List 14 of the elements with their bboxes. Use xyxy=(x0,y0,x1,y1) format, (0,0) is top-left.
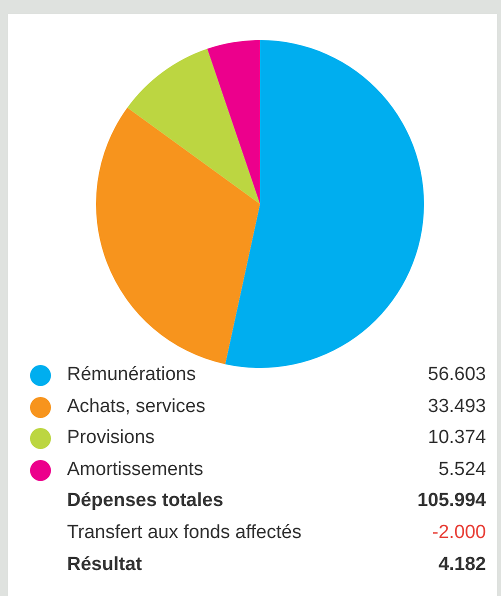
text: -2.000 xyxy=(432,520,486,545)
data-label: 33.493 xyxy=(428,394,486,419)
data-label: 5.524 xyxy=(438,458,486,482)
data-label: 56.603 xyxy=(428,363,486,387)
legend-label: Amortissements xyxy=(67,458,204,482)
text: 4.182 xyxy=(438,552,486,577)
text: Résultat xyxy=(67,552,142,577)
text: 105.994 xyxy=(417,489,486,514)
legend-label: Provisions xyxy=(67,426,155,450)
legend-label: Achats, services xyxy=(67,394,206,419)
text: Dépenses totales xyxy=(67,489,224,514)
legend-label: Rémunérations xyxy=(67,363,196,387)
data-label: 10.374 xyxy=(428,426,486,450)
text: Transfert aux fonds affectés xyxy=(67,520,302,545)
